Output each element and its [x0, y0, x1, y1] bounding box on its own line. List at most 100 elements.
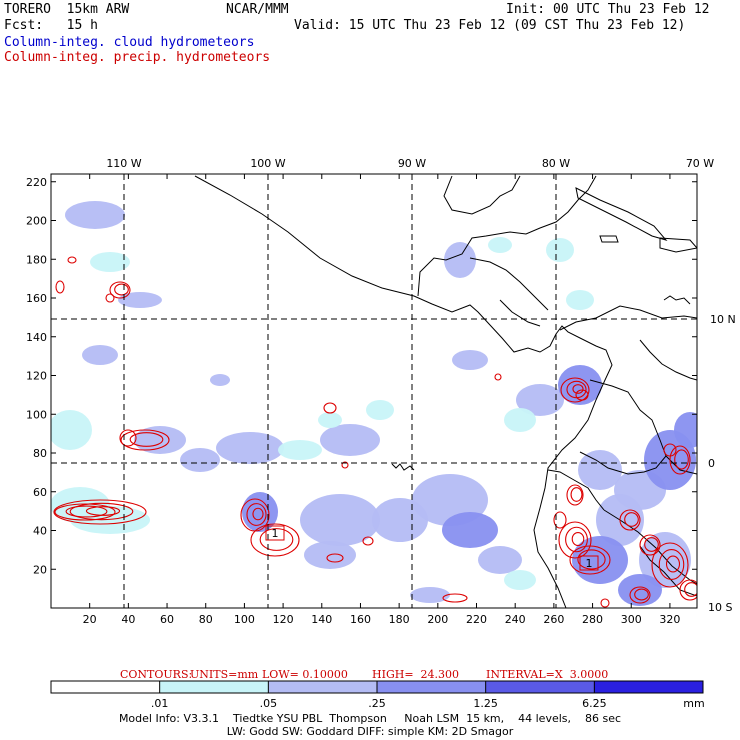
precip-hydrometeor-contours: [53, 256, 697, 608]
jamaica-outline: [599, 235, 619, 243]
precip-contour: [575, 389, 589, 401]
precip-contour: [553, 511, 567, 529]
field-precip-label: Column-integ. precip. hydrometeors: [4, 50, 271, 65]
precip-contour: [674, 449, 689, 470]
y-tick-label: 160: [26, 292, 47, 305]
x-tick-label: 320: [659, 613, 680, 626]
precip-contour: [619, 509, 641, 531]
caribbean-islands: [663, 295, 691, 305]
brazil-border: [665, 455, 697, 475]
cloud-hydrometeor-shading: [51, 201, 697, 606]
colorbar-tick-label: .05: [260, 697, 278, 710]
lon-label: 70 W: [686, 157, 714, 170]
high-marker-label: 1: [586, 557, 593, 570]
x-tick-label: 260: [543, 613, 564, 626]
cloud-shading-patch: [618, 574, 662, 606]
x-tick-label: 240: [505, 613, 526, 626]
x-tick-label: 280: [582, 613, 603, 626]
precip-contour: [55, 280, 65, 294]
lon-label: 110 W: [106, 157, 141, 170]
precip-contour: [67, 256, 77, 264]
colorbar-unit: mm: [683, 697, 704, 710]
lat-label: 10 S: [708, 601, 732, 614]
cloud-shading-patch: [488, 237, 512, 253]
precip-contour: [684, 582, 697, 597]
precip-contour: [679, 579, 697, 601]
precip-contour: [250, 523, 300, 557]
colorbar-tick-label: .01: [151, 697, 169, 710]
x-tick-label: 220: [466, 613, 487, 626]
nicaragua-border: [499, 299, 541, 327]
precip-contour: [577, 549, 606, 570]
precip-contour: [565, 526, 588, 553]
precip-contour: [600, 598, 610, 608]
cloud-shading-patch: [90, 252, 130, 272]
precip-contour: [114, 283, 129, 296]
y-tick-label: 100: [26, 408, 47, 421]
x-tick-label: 180: [389, 613, 410, 626]
south-america-north-coast: [559, 305, 697, 331]
cloud-shading-patch: [216, 432, 284, 464]
precip-contour: [442, 593, 468, 603]
cloud-shading-patch: [452, 350, 488, 370]
precip-contour: [65, 505, 108, 518]
contour-label: CONTOURS:: [120, 668, 193, 681]
map-plot-area: 1 1: [51, 174, 697, 608]
cloud-shading-patch: [442, 512, 498, 548]
precip-contour: [665, 555, 681, 573]
colorbar-cell: [51, 681, 160, 693]
field-cloud-label: Column-integ. cloud hydrometeors: [4, 35, 255, 50]
precip-contour: [572, 384, 584, 394]
high-marker-label: 1: [272, 527, 279, 540]
contour-units: UNITS=mm: [190, 668, 259, 681]
lat-label: 0: [708, 457, 715, 470]
precip-contour: [634, 588, 649, 601]
cloud-shading-patch: [320, 424, 380, 456]
x-tick-label: 60: [160, 613, 174, 626]
precip-contour: [558, 521, 592, 559]
ecuador-border: [547, 469, 605, 511]
colorbar-tick-label: 1.25: [473, 697, 498, 710]
high-marker-box: [579, 555, 599, 571]
x-axis: 20 40 60 80 100 120 140 160 180 200 220 240 260 280 30…: [83, 174, 680, 626]
precip-contour: [494, 373, 502, 381]
precip-contour: [120, 429, 170, 451]
cloud-shading-patch: [578, 450, 622, 490]
precip-contour: [323, 402, 337, 414]
colorbar-cell: [377, 681, 486, 693]
contour-high: HIGH= 24.300: [372, 668, 460, 681]
precip-contour: [69, 502, 134, 521]
colorbar-cell: [159, 681, 269, 693]
colorbar-cell: [594, 681, 703, 693]
cloud-shading-patch: [65, 201, 125, 229]
organization-label: NCAR/MMM: [226, 2, 289, 17]
precip-contour: [669, 445, 691, 475]
cloud-shading-patch: [118, 292, 162, 308]
x-tick-label: 100: [234, 613, 255, 626]
colorbar-cell: [268, 681, 377, 693]
precip-contour: [252, 507, 264, 521]
cloud-shading-patch: [300, 494, 380, 546]
cloud-shading-patch: [639, 532, 691, 588]
physics-info-line: LW: Godd SW: Goddard DIFF: simple KM: 2D…: [226, 725, 514, 738]
cloud-shading-patch: [180, 448, 220, 472]
lon-label: 80 W: [542, 157, 570, 170]
high-markers: 1 1: [265, 525, 599, 571]
cloud-shading-patch: [546, 238, 574, 262]
cloud-shading-patch: [410, 587, 450, 603]
y-tick-label: 200: [26, 215, 47, 228]
forecast-hour: Fcst: 15 h: [4, 18, 98, 33]
precip-contour: [53, 499, 147, 525]
contour-low: LOW= 0.10000: [262, 668, 348, 681]
precip-contour: [566, 484, 584, 506]
cloud-shading-patch: [504, 570, 536, 590]
cloud-shading-patch: [242, 492, 278, 532]
precip-contour: [105, 293, 115, 303]
x-tick-label: 40: [121, 613, 135, 626]
y-tick-label: 40: [33, 525, 47, 538]
high-marker-box: [265, 525, 285, 541]
init-time: Init: 00 UTC Thu 23 Feb 12: [506, 2, 710, 17]
map-frame: [50, 173, 698, 609]
cloud-shading-patch: [70, 506, 150, 534]
